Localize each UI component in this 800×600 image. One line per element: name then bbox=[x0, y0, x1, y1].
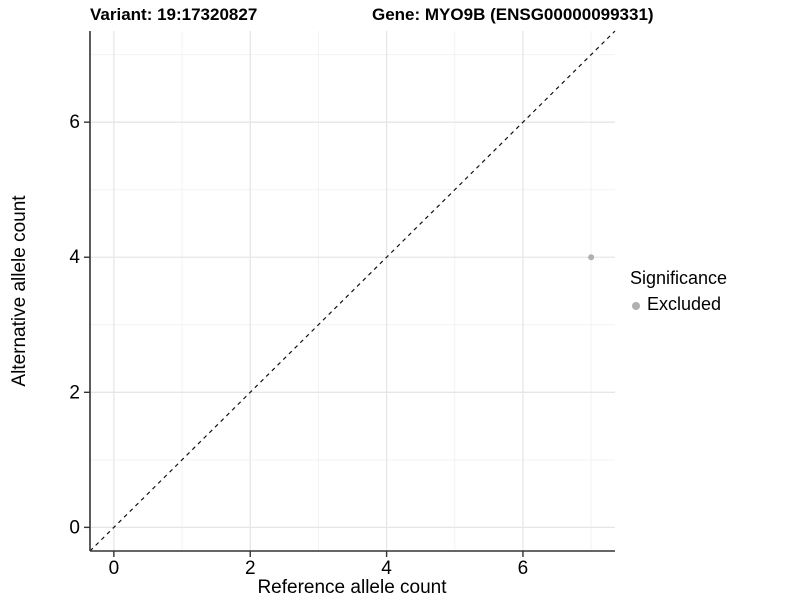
legend-title: Significance bbox=[630, 268, 728, 288]
y-tick-label: 4 bbox=[69, 247, 80, 268]
gene-title: Gene: MYO9B (ENSG00000099331) bbox=[372, 5, 654, 24]
y-axis-title: Alternative allele count bbox=[9, 195, 30, 387]
x-tick-label: 0 bbox=[109, 558, 120, 579]
x-axis-title: Reference allele count bbox=[257, 577, 447, 598]
y-tick-label: 2 bbox=[69, 382, 80, 403]
data-point bbox=[588, 254, 595, 261]
legend-item-excluded: Excluded bbox=[630, 294, 727, 315]
legend: Significance Excluded bbox=[630, 268, 727, 315]
legend-item-label: Excluded bbox=[647, 294, 722, 314]
identity-line bbox=[89, 30, 616, 552]
legend-point-icon bbox=[632, 301, 640, 310]
x-tick-label: 6 bbox=[518, 558, 529, 579]
x-tick-label: 4 bbox=[381, 558, 392, 579]
x-tick-label: 2 bbox=[245, 558, 256, 579]
y-tick-label: 0 bbox=[69, 517, 80, 538]
variant-title: Variant: 19:17320827 bbox=[90, 5, 258, 24]
y-tick-label: 6 bbox=[69, 112, 80, 133]
